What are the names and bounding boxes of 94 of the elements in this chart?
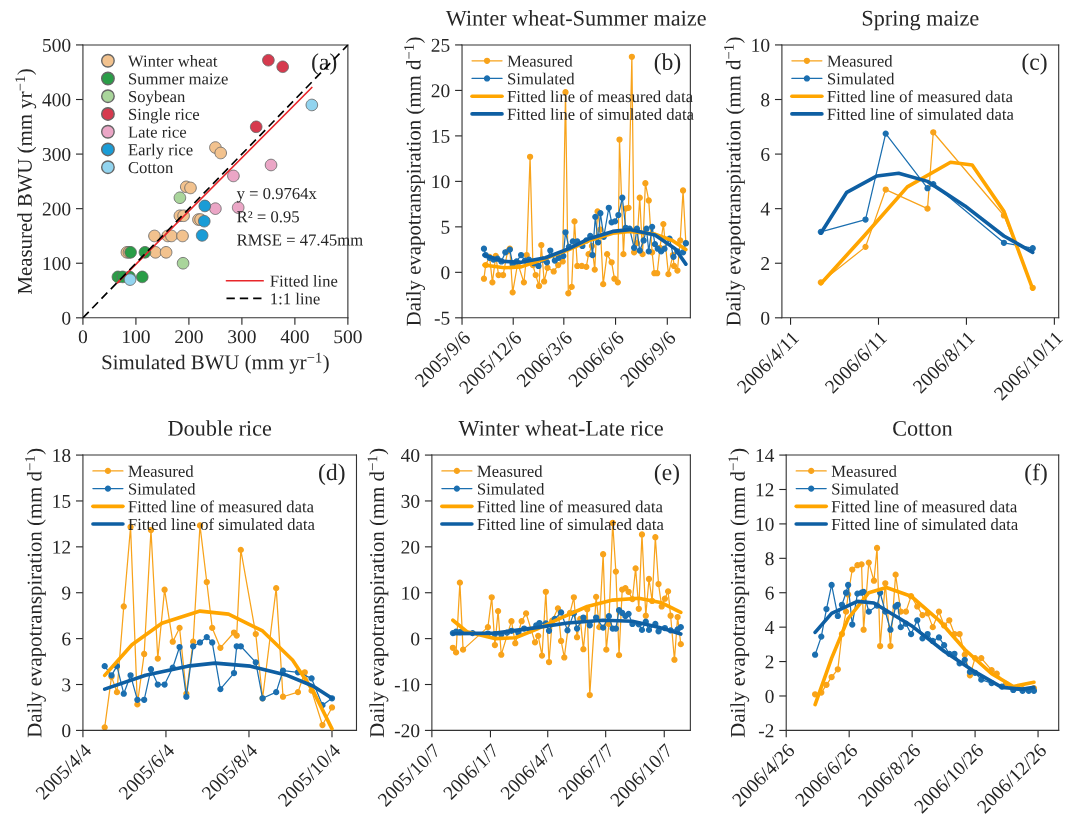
legend-label: Measured	[128, 465, 194, 477]
x-tick-label: 500	[334, 330, 362, 344]
y-tick-label: 5	[441, 220, 450, 234]
legend-label: Fitted line of measured data	[477, 500, 663, 513]
y-tick-label: 0	[62, 724, 71, 738]
y-tick-label: -2	[758, 724, 774, 738]
x-tick-label: 400	[280, 330, 309, 344]
y-tick-label: 200	[42, 202, 71, 216]
y-tick-label: 18	[53, 448, 71, 463]
y-tick-label: 2	[761, 257, 770, 270]
annotation: (a)	[312, 53, 337, 75]
y-axis-title: Daily evapotranspiration (mm d$^{−1}$)	[728, 448, 750, 738]
annotation: (b)	[654, 53, 681, 75]
annotation: (e)	[654, 463, 679, 486]
legend-label: Simulated	[477, 482, 545, 495]
legend-label: Fitted line of simulated data	[831, 518, 1018, 531]
legend-label: Simulated	[129, 482, 196, 495]
chart-title: Winter wheat-Late rice	[458, 420, 663, 436]
y-axis-title: Daily evapotranspiration (mm d$^{−1}$)	[404, 37, 425, 326]
y-tick-label: -5	[434, 311, 450, 325]
legend-label: Fitted line of measured data	[831, 500, 1018, 513]
legend-label: Fitted line	[270, 274, 338, 287]
chart-title: Double rice	[168, 420, 272, 436]
annotation: y = 0.9764x	[236, 187, 317, 203]
y-tick-label: 8	[765, 552, 774, 566]
y-tick-label: 2	[765, 655, 774, 669]
legend-label: Fitted line of simulated data	[827, 108, 1014, 120]
x-tick-label: 300	[228, 330, 256, 344]
x-tick-label: 0	[78, 330, 88, 344]
annotation: (d)	[319, 463, 345, 486]
legend-label: Summer maize	[129, 73, 228, 85]
y-tick-label: 15	[432, 129, 450, 143]
y-tick-label: -20	[394, 724, 420, 738]
y-tick-label: 15	[53, 494, 71, 508]
y-tick-label: 25	[431, 38, 450, 52]
y-axis-title: Daily evapotranspiration (mm d$^{−1}$)	[25, 448, 46, 738]
y-tick-label: 0	[62, 311, 71, 325]
x-tick-label: 100	[123, 330, 150, 344]
legend-label: Late rice	[128, 126, 187, 138]
y-tick-label: 4	[760, 202, 770, 216]
y-tick-label: 12	[53, 540, 71, 554]
legend-label: Cotton	[128, 162, 174, 174]
legend-label: Fitted line of measured data	[128, 500, 314, 513]
y-axis-title: Measured BWU (mm yr$^{−1}$)	[15, 69, 37, 294]
legend-label: Single rice	[129, 108, 200, 124]
legend-label: Simulated	[832, 482, 899, 495]
legend-label: Winter wheat	[127, 55, 218, 67]
legend-label: Simulated	[508, 72, 575, 85]
y-tick-label: 10	[432, 175, 450, 189]
y-tick-label: 20	[401, 540, 420, 554]
y-tick-label: -10	[394, 678, 420, 692]
y-tick-label: 6	[765, 586, 774, 600]
y-tick-label: 3	[62, 678, 71, 692]
legend-label: Fitted line of measured data	[827, 90, 1013, 103]
legend-label: Measured	[477, 465, 543, 477]
y-tick-label: 8	[761, 93, 770, 107]
chart-title: Spring maize	[862, 10, 979, 31]
legend-label: Fitted line of simulated data	[128, 518, 315, 531]
y-tick-label: 12	[756, 483, 774, 497]
x-tick-label: 200	[175, 330, 203, 344]
y-axis-title: Daily evapotranspiration (mm d$^{−1}$)	[367, 448, 389, 738]
y-tick-label: 300	[42, 147, 71, 162]
annotation: R² = 0.95	[237, 211, 299, 223]
y-tick-label: 4	[765, 621, 775, 634]
chart-title: Winter wheat-Summer maize	[445, 10, 706, 26]
chart-title: Cotton	[893, 420, 953, 436]
y-tick-label: 9	[62, 586, 71, 600]
y-tick-label: 20	[431, 84, 450, 98]
y-tick-label: 10	[756, 517, 774, 531]
y-axis-title: Daily evapotranspiration (mm d$^{−1}$)	[724, 37, 745, 326]
y-tick-label: 10	[752, 38, 770, 52]
legend-label: Measured	[831, 465, 897, 477]
y-tick-label: 500	[43, 38, 71, 52]
y-tick-label: 100	[43, 257, 71, 271]
y-tick-label: 0	[441, 266, 450, 280]
y-tick-label: 6	[761, 147, 770, 162]
annotation: (f)	[1025, 463, 1047, 486]
annotation: (c)	[1022, 53, 1047, 75]
x-axis-title: Simulated BWU (mm yr$^{−1}$)	[102, 352, 329, 374]
y-tick-label: 40	[401, 448, 420, 463]
y-tick-label: 6	[62, 632, 71, 646]
y-tick-label: 0	[411, 632, 420, 646]
y-tick-label: 14	[756, 448, 775, 462]
legend-label: 1:1 line	[271, 292, 320, 305]
legend-label: Measured	[507, 55, 573, 67]
y-tick-label: 30	[401, 494, 420, 508]
legend-label: Soybean	[129, 90, 186, 106]
legend-label: Simulated	[828, 72, 895, 85]
y-tick-label: 0	[761, 311, 770, 325]
legend-label: Measured	[827, 55, 893, 67]
y-tick-label: 0	[765, 689, 774, 703]
legend-label: Early rice	[128, 143, 193, 159]
y-tick-label: 400	[42, 93, 71, 107]
y-tick-label: 10	[402, 586, 420, 600]
